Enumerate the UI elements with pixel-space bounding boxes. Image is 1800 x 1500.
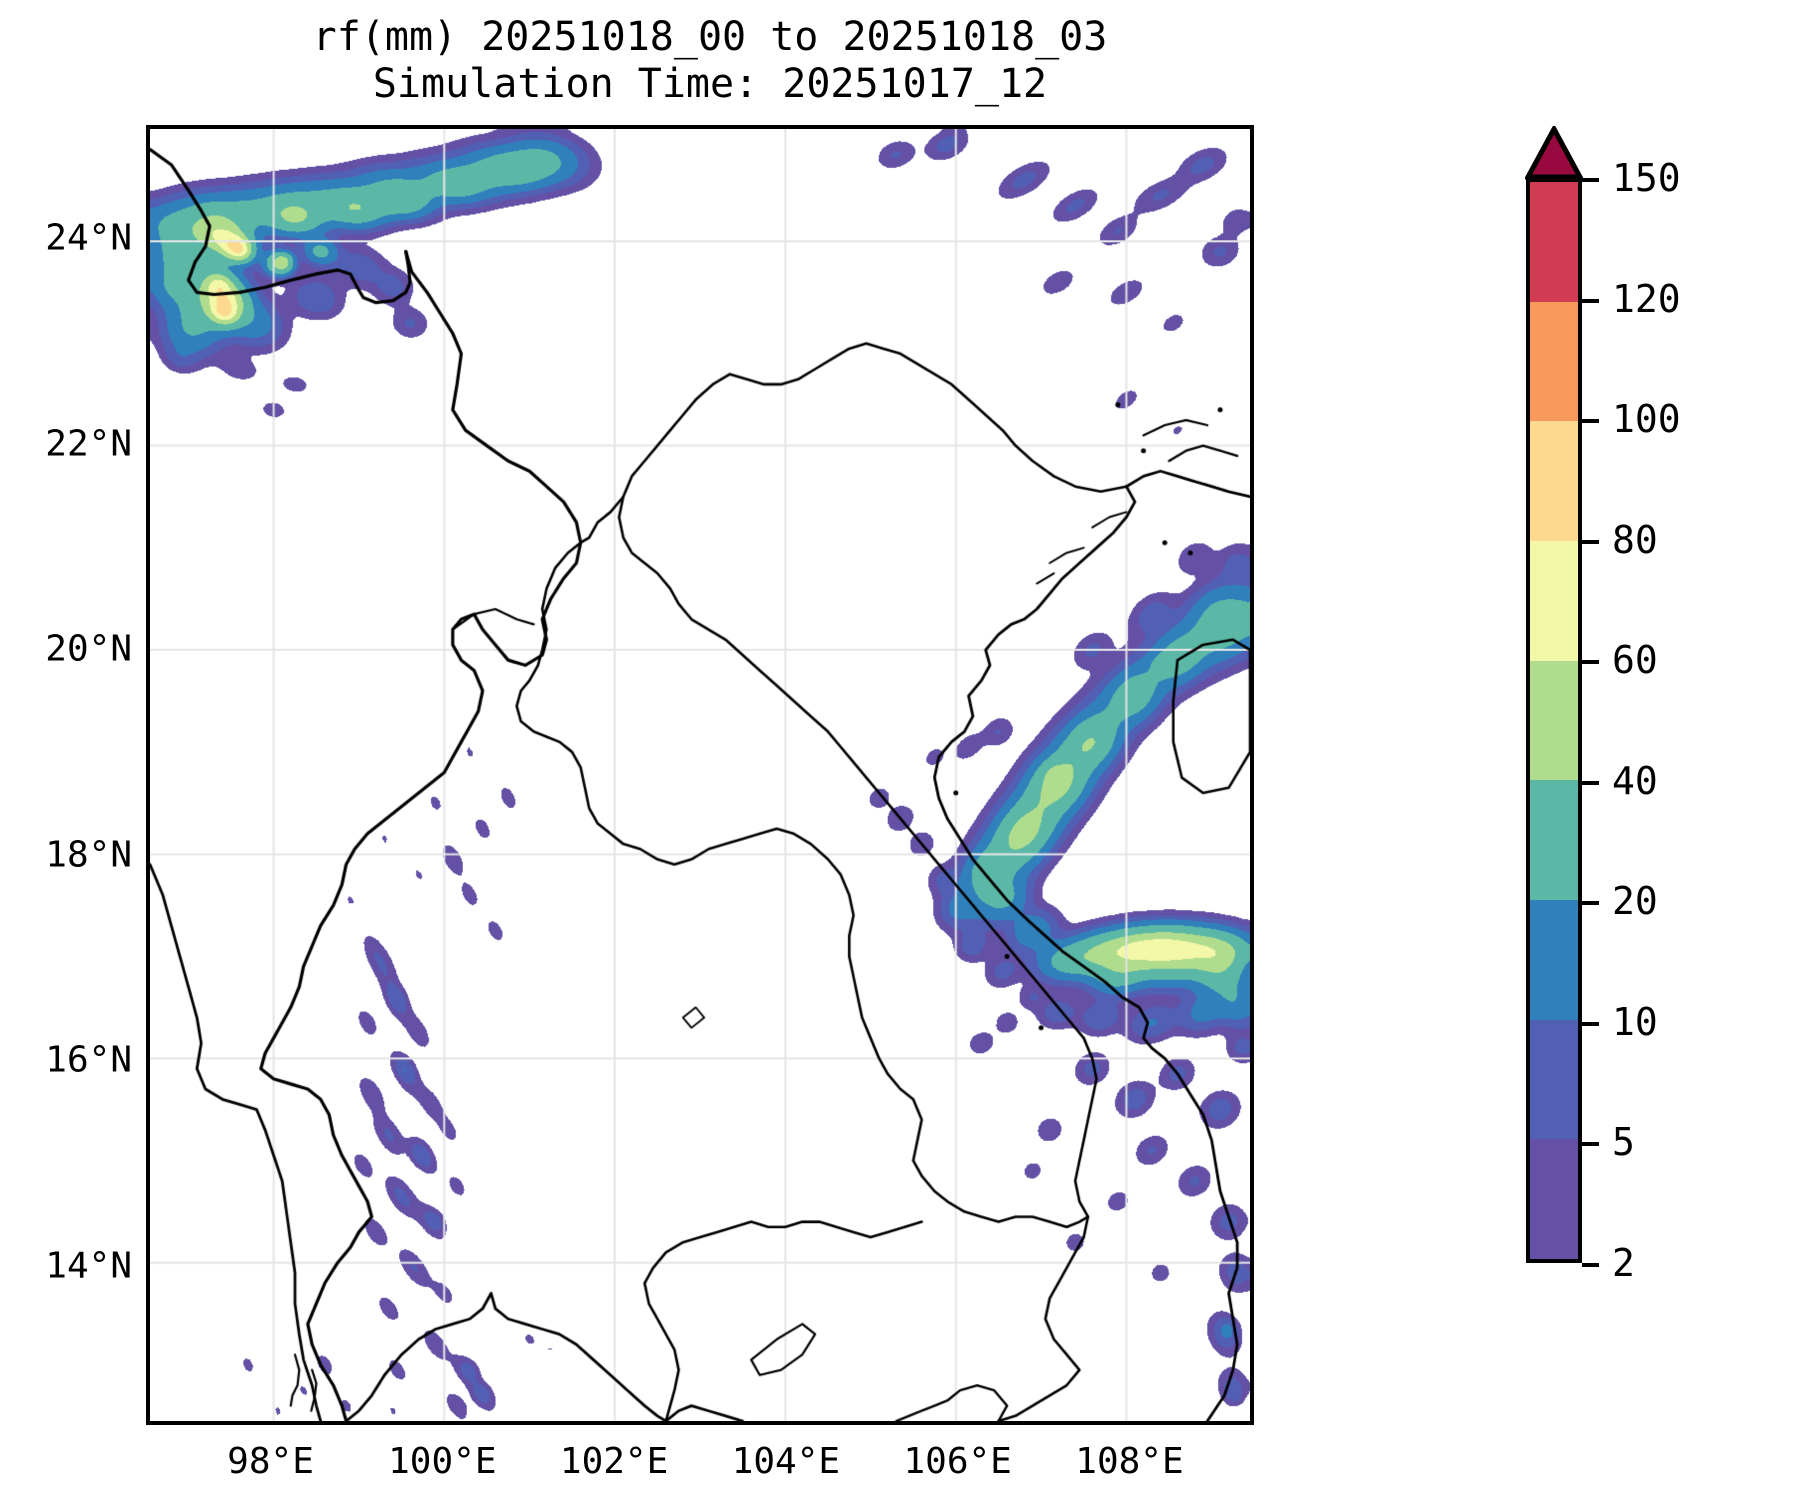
x-tick-label: 100°E: [388, 1441, 497, 1482]
colorbar-tick-mark: [1582, 298, 1599, 303]
colorbar-tick-mark: [1582, 1263, 1599, 1267]
colorbar-segment: [1530, 780, 1578, 900]
colorbar-tick-label: 60: [1612, 638, 1658, 683]
coastline-and-border-overlay: [150, 129, 1250, 1421]
colorbar-tick-mark: [1582, 1142, 1599, 1147]
colorbar: 2 5 10 20 40 60 80 100 120 150: [1525, 126, 1681, 1285]
colorbar-tick-label: 80: [1612, 517, 1658, 562]
x-tick-label: 108°E: [1075, 1441, 1184, 1482]
map-layers: [150, 129, 1250, 1421]
colorbar-tick-mark: [1582, 901, 1599, 906]
colorbar-segment: [1530, 301, 1578, 422]
colorbar-segment: [1530, 421, 1578, 541]
colorbar-segment: [1530, 899, 1578, 1020]
colorbar-segment: [1530, 1019, 1578, 1140]
colorbar-tick-label: 40: [1612, 758, 1658, 803]
colorbar-tick-mark: [1582, 1021, 1599, 1026]
x-tick-label: 106°E: [903, 1441, 1012, 1482]
chart-title: rf(mm) 20251018_00 to 20251018_03 Simula…: [0, 14, 1420, 108]
colorbar-tick-mark: [1582, 660, 1599, 665]
map-plot-area: [146, 125, 1254, 1425]
colorbar-segment: [1530, 182, 1578, 302]
y-tick-label: 24°N: [45, 217, 132, 259]
colorbar-tick-mark: [1582, 419, 1599, 424]
colorbar-tick-label: 150: [1612, 156, 1681, 200]
colorbar-gradient-strip: [1526, 178, 1582, 1263]
colorbar-segment: [1530, 660, 1578, 781]
colorbar-tick-label: 5: [1612, 1120, 1635, 1165]
colorbar-tick-label: 120: [1612, 276, 1681, 321]
colorbar-tick-label: 100: [1612, 397, 1681, 442]
y-tick-label: 20°N: [45, 628, 132, 670]
y-tick-label: 18°N: [45, 834, 132, 876]
colorbar-segment: [1530, 1139, 1578, 1259]
colorbar-tick-mark: [1582, 178, 1599, 182]
colorbar-tick-mark: [1582, 539, 1599, 544]
y-tick-label: 14°N: [45, 1245, 132, 1287]
colorbar-tick-label: 20: [1612, 879, 1658, 924]
y-tick-label: 16°N: [45, 1039, 132, 1081]
colorbar-tick-label: 10: [1612, 999, 1658, 1044]
colorbar-tick-label: 2: [1612, 1241, 1635, 1285]
y-tick-label: 22°N: [45, 423, 132, 465]
x-tick-label: 104°E: [731, 1441, 841, 1482]
x-tick-label: 98°E: [227, 1441, 314, 1482]
colorbar-tick-mark: [1582, 780, 1599, 785]
title-line-2: Simulation Time: 20251017_12: [372, 61, 1048, 108]
colorbar-extend-arrow: [1525, 126, 1583, 180]
colorbar-segment: [1530, 540, 1578, 661]
x-tick-label: 102°E: [559, 1441, 669, 1482]
title-line-1: rf(mm) 20251018_00 to 20251018_03: [312, 14, 1108, 60]
